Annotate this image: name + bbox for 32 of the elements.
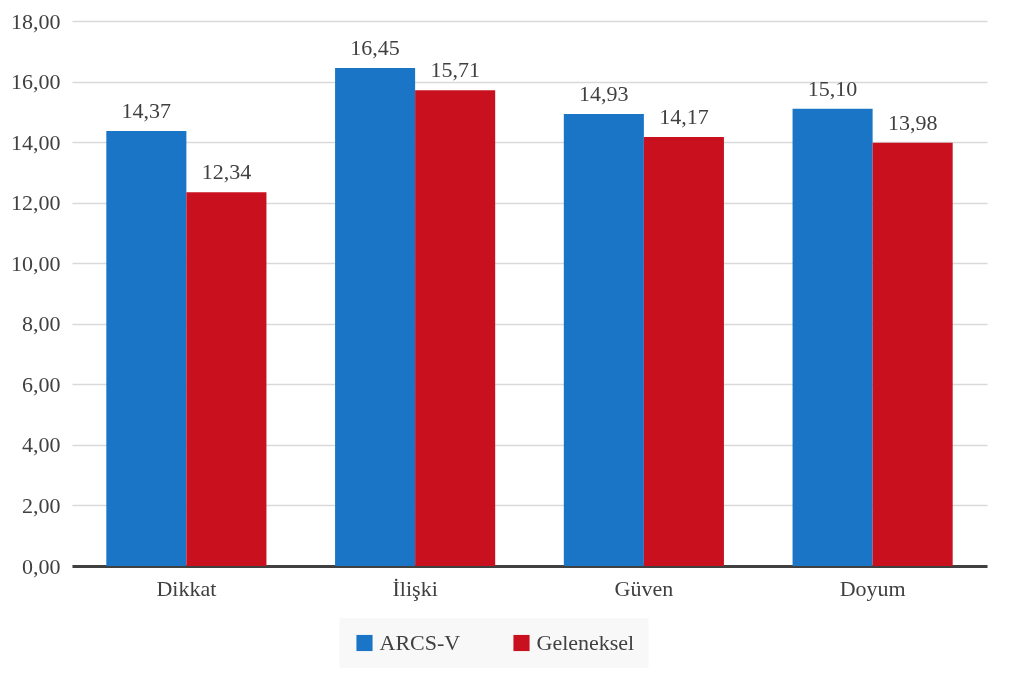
data-label: 14,37 [121,97,172,123]
data-label: 14,17 [659,103,709,129]
bar [106,130,187,566]
x-tick-label: Doyum [839,575,906,601]
bar [563,113,644,566]
x-tick-label: Güven [614,575,674,601]
data-label: 15,71 [430,57,480,83]
y-tick-label: 8,00 [22,311,61,337]
y-tick-label: 14,00 [11,129,61,155]
legend-label: ARCS-V [379,630,461,655]
y-tick-label: 6,00 [22,371,61,397]
y-tick-label: 12,00 [11,190,61,216]
legend-label: Geleneksel [536,630,635,655]
x-tick-label: İlişki [392,575,438,601]
y-tick-label: 18,00 [11,8,61,34]
y-tick-label: 4,00 [22,432,61,458]
bar [186,192,267,566]
bar [335,67,416,566]
y-tick-label: 10,00 [11,250,61,276]
y-tick-label: 0,00 [22,553,61,579]
bar [415,90,496,566]
data-label: 12,34 [201,159,252,185]
data-label: 14,93 [579,80,629,106]
data-label: 15,10 [807,75,858,101]
bar [792,108,873,566]
y-tick-label: 16,00 [11,69,61,95]
bar [643,136,724,566]
bar [872,142,953,566]
y-tick-label: 2,00 [22,492,61,518]
data-label: 13,98 [887,109,938,135]
data-label: 16,45 [350,34,400,60]
x-tick-label: Dikkat [156,575,217,601]
